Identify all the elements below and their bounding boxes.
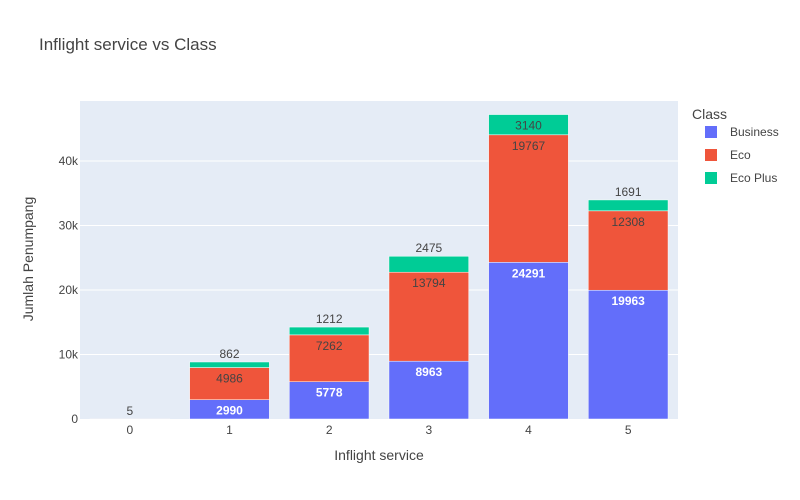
y-tick-label: 40k [59, 154, 79, 168]
bar-business [289, 381, 370, 420]
data-label: 1212 [316, 312, 343, 326]
legend-item-label: Eco [730, 148, 751, 162]
y-tick-label: 20k [59, 283, 79, 297]
bar-business [488, 262, 569, 420]
data-label: 19963 [611, 294, 645, 308]
plot-area [80, 101, 678, 419]
bar-eco-plus [588, 199, 669, 212]
x-tick-label: 3 [425, 423, 432, 437]
legend-title: Class [692, 106, 727, 122]
y-tick-label: 0 [71, 412, 78, 426]
y-tick-label: 10k [59, 347, 79, 361]
x-tick-label: 4 [525, 423, 532, 437]
gridlines [80, 160, 678, 355]
data-label: 13794 [412, 276, 446, 290]
bar-eco [588, 210, 669, 291]
bar-business [588, 289, 669, 420]
bar-eco [488, 134, 569, 263]
bar-eco-plus [488, 114, 569, 136]
x-tick-label: 2 [326, 423, 333, 437]
data-label: 2475 [415, 241, 442, 255]
x-tick-label: 5 [625, 423, 632, 437]
legend-swatch [705, 172, 717, 184]
data-label: 3140 [515, 119, 542, 133]
data-label: 7262 [316, 339, 343, 353]
bar-eco-plus [189, 361, 270, 368]
x-axis-title: Inflight service [334, 447, 424, 463]
data-label: 5 [126, 404, 133, 418]
x-axis-ticks: 0 1 2 3 4 5 [126, 423, 631, 437]
y-axis-ticks: 0 10k 20k 30k 40k [59, 154, 79, 426]
bar-business [388, 360, 469, 420]
y-axis-title: Jumlah Penumpang [20, 197, 36, 322]
legend-item-label: Eco Plus [730, 171, 777, 185]
data-label: 5778 [316, 386, 343, 400]
legend: Class Business Eco Eco Plus [692, 106, 779, 185]
x-tick-label: 1 [226, 423, 233, 437]
legend-item-label: Business [730, 125, 779, 139]
data-label: 24291 [512, 266, 546, 280]
data-label: 2990 [216, 404, 243, 418]
bars [89, 114, 669, 420]
y-tick-label: 30k [59, 218, 79, 232]
bar-eco [289, 334, 370, 382]
bar-eco-plus [388, 255, 469, 273]
bar-eco-plus [289, 326, 370, 336]
data-label: 1691 [615, 185, 642, 199]
data-labels: 5 2990 4986 862 5778 7262 1212 8963 13794 2475 242… [126, 119, 645, 418]
x-tick-label: 0 [126, 423, 133, 437]
chart-title: Inflight service vs Class [39, 35, 217, 54]
legend-swatch [705, 126, 717, 138]
data-label: 19767 [512, 139, 546, 153]
data-label: 862 [219, 347, 239, 361]
data-label: 4986 [216, 372, 243, 386]
bar-eco [189, 367, 270, 400]
data-label: 8963 [415, 365, 442, 379]
bar-eco [388, 271, 469, 362]
data-label: 12308 [611, 215, 645, 229]
legend-swatch [705, 149, 717, 161]
